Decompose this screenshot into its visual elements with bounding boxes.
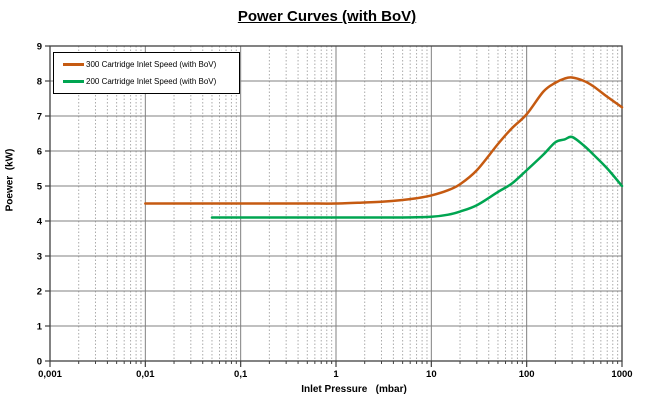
legend-label-200-cartridge: 200 Cartridge Inlet Speed (with BoV) (86, 76, 217, 86)
svg-text:0,001: 0,001 (38, 369, 62, 380)
y-axis-title: Poewer (kW) (4, 148, 16, 212)
svg-text:100: 100 (519, 369, 535, 380)
legend-label-300-cartridge: 300 Cartridge Inlet Speed (with BoV) (86, 59, 217, 69)
series-curve-200-cartridge (210, 135, 624, 219)
svg-text:0,01: 0,01 (136, 369, 155, 380)
legend-item-200-cartridge: 200 Cartridge Inlet Speed (with BoV) (63, 77, 239, 87)
chart-title: Power Curves (with BoV) (237, 8, 417, 25)
x-axis-title: Inlet Pressure (mbar) (301, 384, 407, 395)
svg-text:0: 0 (37, 357, 42, 368)
legend-swatch-200-cartridge (63, 80, 84, 83)
legend-swatch-300-cartridge (63, 63, 84, 66)
svg-text:3: 3 (37, 252, 42, 263)
svg-text:6: 6 (37, 147, 42, 158)
svg-text:4: 4 (37, 217, 43, 228)
svg-text:9: 9 (37, 42, 42, 53)
svg-text:1: 1 (333, 369, 339, 380)
svg-text:5: 5 (37, 182, 43, 193)
svg-text:8: 8 (37, 77, 42, 88)
svg-text:7: 7 (37, 112, 42, 123)
svg-text:1: 1 (37, 322, 43, 333)
legend-item-300-cartridge: 300 Cartridge Inlet Speed (with BoV) (63, 60, 239, 70)
series-curve-300-cartridge (144, 76, 624, 205)
legend: 300 Cartridge Inlet Speed (with BoV) 200… (53, 52, 240, 94)
svg-text:10: 10 (426, 369, 437, 380)
svg-text:2: 2 (37, 287, 42, 298)
svg-text:1000: 1000 (611, 369, 632, 380)
svg-text:0,1: 0,1 (234, 369, 248, 380)
